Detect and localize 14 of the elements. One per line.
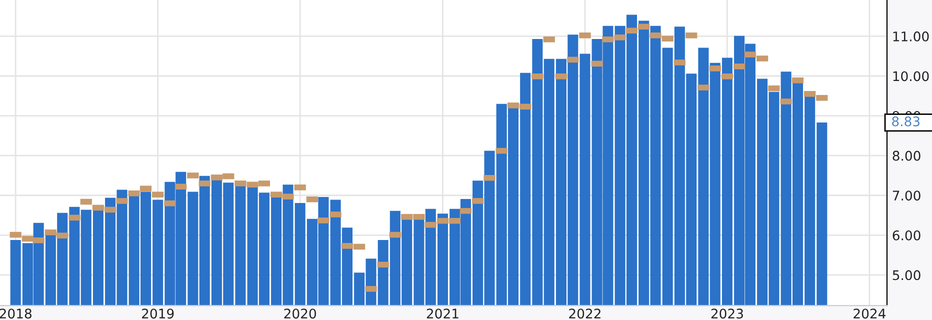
y-tick-label: 6.00 bbox=[892, 230, 920, 240]
y-tick-label: 8.00 bbox=[892, 150, 920, 161]
x-tick-label: 2023 bbox=[711, 308, 743, 319]
y-tick-label: 5.00 bbox=[892, 270, 920, 280]
text: 8.83 bbox=[892, 116, 920, 126]
x-tick-label: 2024 bbox=[854, 308, 886, 319]
x-tick-label: 2019 bbox=[142, 308, 174, 319]
y-tick-label: 11.00 bbox=[893, 31, 929, 42]
x-tick-label: 2022 bbox=[569, 308, 600, 319]
x-tick-label: 2021 bbox=[426, 308, 458, 319]
x-tick-label: 2018 bbox=[0, 308, 32, 319]
y-tick-label: 10.00 bbox=[893, 71, 929, 82]
y-tick-label: 7.00 bbox=[892, 190, 920, 201]
x-tick-label: 2020 bbox=[284, 308, 316, 319]
